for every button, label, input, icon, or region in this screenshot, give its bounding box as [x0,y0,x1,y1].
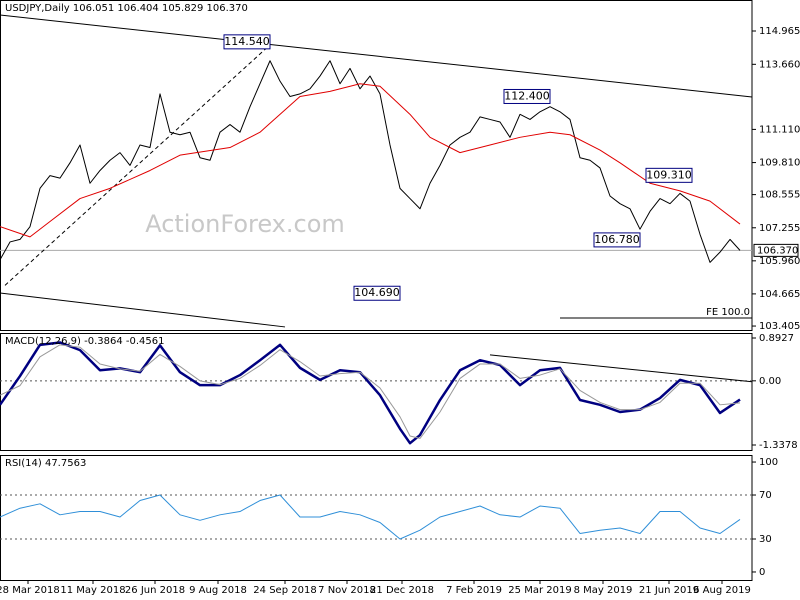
annotation-label: 114.540 [224,35,270,48]
x-tick-label: 21 Jun 2019 [639,585,699,596]
annotation-box [353,285,401,301]
panel-title: MACD(12,26,9) -0.3864 -0.4561 [5,336,165,347]
annotation-label: 109.310 [646,168,692,181]
y-tick-label: 113.660 [759,59,800,70]
x-tick-label: 25 Mar 2019 [508,585,571,596]
x-tick-label: 28 Mar 2018 [0,585,60,596]
annotation-label: 112.400 [504,89,550,102]
x-tick-label: 24 Sep 2018 [253,585,316,596]
annotation-box [503,88,551,104]
x-tick-label: 21 Dec 2018 [370,585,434,596]
y-tick-label: 104.665 [759,289,800,300]
y-tick-label: -1.3378 [759,440,798,451]
series-line [0,494,741,540]
y-tick-label: 107.255 [759,223,800,234]
series-line [0,60,741,263]
panel-title: RSI(14) 47.7563 [5,458,86,469]
y-tick-label: 111.110 [759,124,800,135]
x-tick-label: 8 May 2019 [574,585,633,596]
y-tick-label: 108.555 [759,190,800,201]
panel-frame [0,333,753,451]
panel-title: USDJPY,Daily 106.051 106.404 105.829 106… [5,3,248,14]
x-tick-label: 6 Aug 2019 [693,585,751,596]
series-line [0,83,741,238]
y-tick-label: 114.965 [759,26,800,37]
y-tick-label: 100 [759,457,778,468]
annotation-box [645,167,693,183]
last-price-box [753,243,799,257]
x-tick-label: 9 Aug 2018 [189,585,247,596]
series-line [0,344,741,439]
y-tick-label: 103.405 [759,321,800,332]
panel-frame [0,455,753,581]
y-tick-label: 0.8927 [759,333,794,344]
x-tick-label: 7 Feb 2019 [446,585,502,596]
annotation-label: FE 100.0 [706,307,750,318]
last-price-label: 106.370 [757,245,798,256]
annotation-box [593,232,641,248]
watermark: ActionForex.com [145,210,345,238]
y-tick-label: 0 [759,567,765,578]
annotation-label: 106.780 [594,233,640,246]
trend-line [4,44,271,286]
trend-line [0,14,753,98]
x-tick-label: 26 Jun 2018 [125,585,185,596]
annotation-box [223,34,271,50]
x-tick-label: 7 Nov 2018 [318,585,376,596]
trend-line [0,292,286,328]
y-tick-label: 105.960 [759,256,800,267]
panel-frame [0,0,753,331]
x-tick-label: 11 May 2018 [60,585,125,596]
y-tick-label: 70 [759,490,772,501]
annotation-label: 104.690 [354,286,400,299]
y-tick-label: 0.00 [759,376,781,387]
trend-line [489,354,753,383]
y-tick-label: 30 [759,534,772,545]
y-tick-label: 109.810 [759,158,800,169]
